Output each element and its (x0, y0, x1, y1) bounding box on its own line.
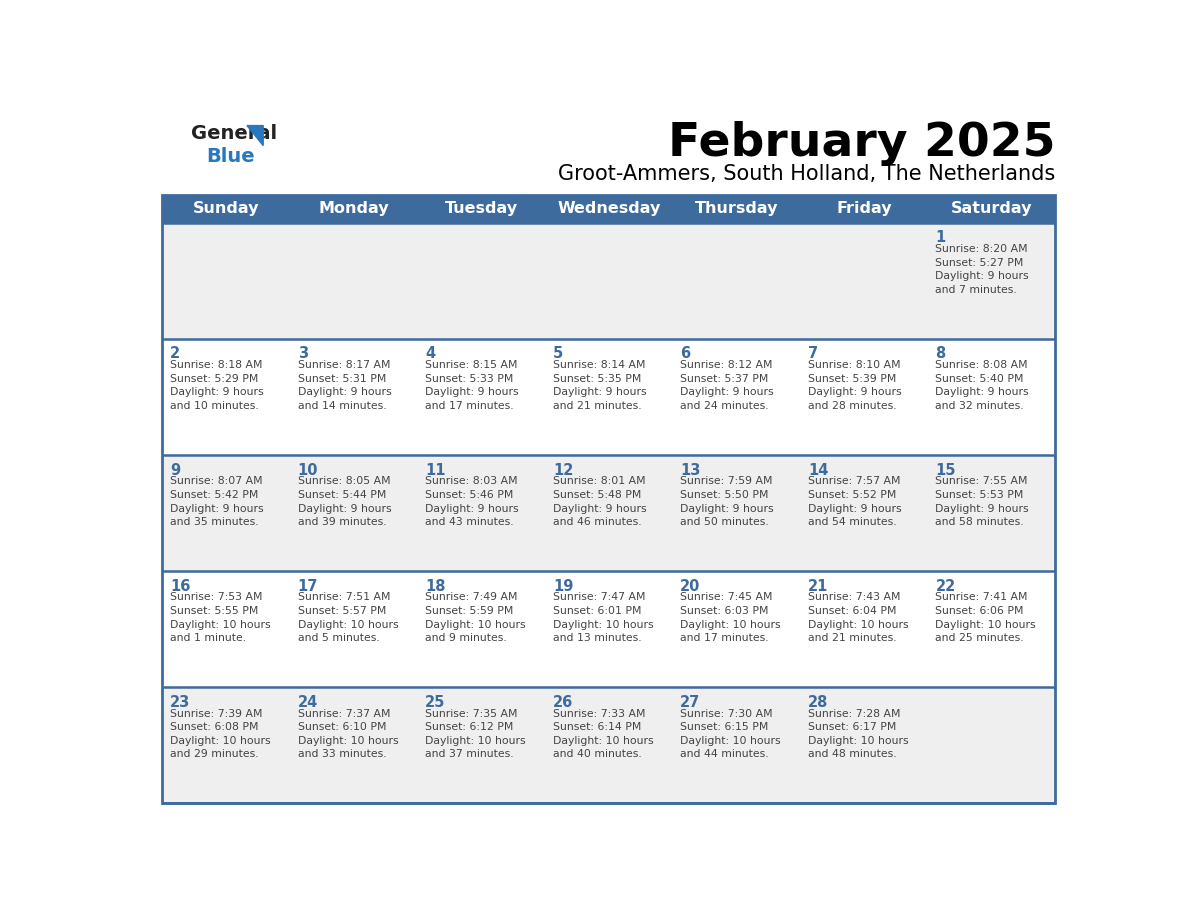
Text: 16: 16 (170, 578, 190, 594)
Text: 6: 6 (681, 346, 690, 362)
Text: Tuesday: Tuesday (444, 201, 518, 217)
Text: Blue: Blue (207, 147, 255, 166)
Text: 12: 12 (552, 463, 573, 477)
Text: Monday: Monday (318, 201, 390, 217)
Text: February 2025: February 2025 (668, 121, 1055, 166)
Text: 24: 24 (298, 695, 318, 710)
Text: Sunrise: 8:14 AM
Sunset: 5:35 PM
Daylight: 9 hours
and 21 minutes.: Sunrise: 8:14 AM Sunset: 5:35 PM Dayligh… (552, 360, 646, 411)
Text: Sunrise: 8:10 AM
Sunset: 5:39 PM
Daylight: 9 hours
and 28 minutes.: Sunrise: 8:10 AM Sunset: 5:39 PM Dayligh… (808, 360, 902, 411)
Text: Sunrise: 7:33 AM
Sunset: 6:14 PM
Daylight: 10 hours
and 40 minutes.: Sunrise: 7:33 AM Sunset: 6:14 PM Dayligh… (552, 709, 653, 759)
Text: 11: 11 (425, 463, 446, 477)
Text: Sunrise: 7:35 AM
Sunset: 6:12 PM
Daylight: 10 hours
and 37 minutes.: Sunrise: 7:35 AM Sunset: 6:12 PM Dayligh… (425, 709, 526, 759)
Text: Sunrise: 8:17 AM
Sunset: 5:31 PM
Daylight: 9 hours
and 14 minutes.: Sunrise: 8:17 AM Sunset: 5:31 PM Dayligh… (298, 360, 391, 411)
Text: 28: 28 (808, 695, 828, 710)
Bar (163, 454, 1055, 571)
Text: General: General (191, 124, 277, 143)
Text: Sunday: Sunday (192, 201, 259, 217)
Text: Saturday: Saturday (950, 201, 1032, 217)
Text: 2: 2 (170, 346, 181, 362)
Text: 13: 13 (681, 463, 701, 477)
Text: Wednesday: Wednesday (557, 201, 661, 217)
Text: Sunrise: 7:30 AM
Sunset: 6:15 PM
Daylight: 10 hours
and 44 minutes.: Sunrise: 7:30 AM Sunset: 6:15 PM Dayligh… (681, 709, 781, 759)
Polygon shape (247, 126, 264, 146)
Text: Sunrise: 7:47 AM
Sunset: 6:01 PM
Daylight: 10 hours
and 13 minutes.: Sunrise: 7:47 AM Sunset: 6:01 PM Dayligh… (552, 592, 653, 644)
Text: 7: 7 (808, 346, 819, 362)
Text: Sunrise: 7:39 AM
Sunset: 6:08 PM
Daylight: 10 hours
and 29 minutes.: Sunrise: 7:39 AM Sunset: 6:08 PM Dayligh… (170, 709, 271, 759)
Text: Sunrise: 8:15 AM
Sunset: 5:33 PM
Daylight: 9 hours
and 17 minutes.: Sunrise: 8:15 AM Sunset: 5:33 PM Dayligh… (425, 360, 519, 411)
Text: Sunrise: 8:07 AM
Sunset: 5:42 PM
Daylight: 9 hours
and 35 minutes.: Sunrise: 8:07 AM Sunset: 5:42 PM Dayligh… (170, 476, 264, 527)
Text: 22: 22 (935, 578, 955, 594)
Text: 14: 14 (808, 463, 828, 477)
Text: Sunrise: 8:03 AM
Sunset: 5:46 PM
Daylight: 9 hours
and 43 minutes.: Sunrise: 8:03 AM Sunset: 5:46 PM Dayligh… (425, 476, 519, 527)
Text: Sunrise: 7:59 AM
Sunset: 5:50 PM
Daylight: 9 hours
and 50 minutes.: Sunrise: 7:59 AM Sunset: 5:50 PM Dayligh… (681, 476, 775, 527)
Text: Sunrise: 8:08 AM
Sunset: 5:40 PM
Daylight: 9 hours
and 32 minutes.: Sunrise: 8:08 AM Sunset: 5:40 PM Dayligh… (935, 360, 1029, 411)
Text: 19: 19 (552, 578, 573, 594)
Text: Sunrise: 7:51 AM
Sunset: 5:57 PM
Daylight: 10 hours
and 5 minutes.: Sunrise: 7:51 AM Sunset: 5:57 PM Dayligh… (298, 592, 398, 644)
Text: Sunrise: 8:01 AM
Sunset: 5:48 PM
Daylight: 9 hours
and 46 minutes.: Sunrise: 8:01 AM Sunset: 5:48 PM Dayligh… (552, 476, 646, 527)
Text: Sunrise: 7:55 AM
Sunset: 5:53 PM
Daylight: 9 hours
and 58 minutes.: Sunrise: 7:55 AM Sunset: 5:53 PM Dayligh… (935, 476, 1029, 527)
Bar (163, 571, 1055, 687)
Text: 10: 10 (298, 463, 318, 477)
Text: 26: 26 (552, 695, 573, 710)
Text: 17: 17 (298, 578, 318, 594)
Text: Sunrise: 7:37 AM
Sunset: 6:10 PM
Daylight: 10 hours
and 33 minutes.: Sunrise: 7:37 AM Sunset: 6:10 PM Dayligh… (298, 709, 398, 759)
Text: Sunrise: 7:28 AM
Sunset: 6:17 PM
Daylight: 10 hours
and 48 minutes.: Sunrise: 7:28 AM Sunset: 6:17 PM Dayligh… (808, 709, 909, 759)
Text: 25: 25 (425, 695, 446, 710)
Text: 4: 4 (425, 346, 436, 362)
Bar (163, 222, 1055, 339)
Text: 20: 20 (681, 578, 701, 594)
Text: Sunrise: 8:18 AM
Sunset: 5:29 PM
Daylight: 9 hours
and 10 minutes.: Sunrise: 8:18 AM Sunset: 5:29 PM Dayligh… (170, 360, 264, 411)
Text: Groot-Ammers, South Holland, The Netherlands: Groot-Ammers, South Holland, The Netherl… (558, 164, 1055, 185)
Text: Sunrise: 7:43 AM
Sunset: 6:04 PM
Daylight: 10 hours
and 21 minutes.: Sunrise: 7:43 AM Sunset: 6:04 PM Dayligh… (808, 592, 909, 644)
Text: Friday: Friday (836, 201, 892, 217)
Text: Sunrise: 7:45 AM
Sunset: 6:03 PM
Daylight: 10 hours
and 17 minutes.: Sunrise: 7:45 AM Sunset: 6:03 PM Dayligh… (681, 592, 781, 644)
Bar (163, 195, 1055, 803)
Text: 23: 23 (170, 695, 190, 710)
Bar (163, 339, 1055, 454)
Text: 1: 1 (935, 230, 946, 245)
Text: Sunrise: 7:49 AM
Sunset: 5:59 PM
Daylight: 10 hours
and 9 minutes.: Sunrise: 7:49 AM Sunset: 5:59 PM Dayligh… (425, 592, 526, 644)
Text: Thursday: Thursday (695, 201, 778, 217)
Text: 3: 3 (298, 346, 308, 362)
Text: Sunrise: 8:12 AM
Sunset: 5:37 PM
Daylight: 9 hours
and 24 minutes.: Sunrise: 8:12 AM Sunset: 5:37 PM Dayligh… (681, 360, 775, 411)
Bar (163, 195, 1055, 222)
Text: 5: 5 (552, 346, 563, 362)
Bar (163, 687, 1055, 803)
Text: 21: 21 (808, 578, 828, 594)
Text: Sunrise: 8:05 AM
Sunset: 5:44 PM
Daylight: 9 hours
and 39 minutes.: Sunrise: 8:05 AM Sunset: 5:44 PM Dayligh… (298, 476, 391, 527)
Text: Sunrise: 7:53 AM
Sunset: 5:55 PM
Daylight: 10 hours
and 1 minute.: Sunrise: 7:53 AM Sunset: 5:55 PM Dayligh… (170, 592, 271, 644)
Text: 27: 27 (681, 695, 701, 710)
Text: 9: 9 (170, 463, 181, 477)
Text: Sunrise: 7:57 AM
Sunset: 5:52 PM
Daylight: 9 hours
and 54 minutes.: Sunrise: 7:57 AM Sunset: 5:52 PM Dayligh… (808, 476, 902, 527)
Text: 8: 8 (935, 346, 946, 362)
Text: Sunrise: 8:20 AM
Sunset: 5:27 PM
Daylight: 9 hours
and 7 minutes.: Sunrise: 8:20 AM Sunset: 5:27 PM Dayligh… (935, 244, 1029, 295)
Text: 18: 18 (425, 578, 446, 594)
Text: 15: 15 (935, 463, 956, 477)
Text: Sunrise: 7:41 AM
Sunset: 6:06 PM
Daylight: 10 hours
and 25 minutes.: Sunrise: 7:41 AM Sunset: 6:06 PM Dayligh… (935, 592, 1036, 644)
